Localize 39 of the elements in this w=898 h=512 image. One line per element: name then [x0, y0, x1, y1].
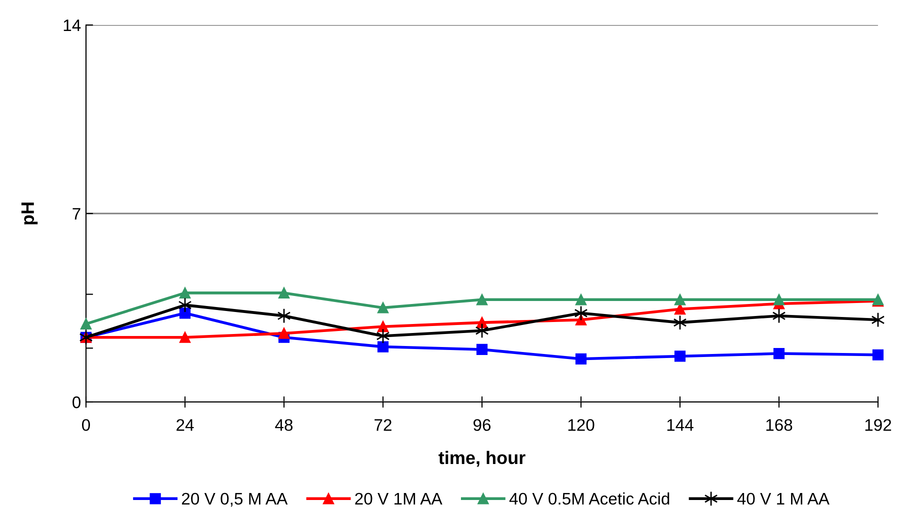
point: [278, 287, 290, 298]
point: [476, 317, 488, 328]
y-tick-label: 14: [64, 20, 81, 32]
legend-label: 40 V 0.5M Acetic Acid: [509, 492, 670, 505]
point: [377, 321, 389, 332]
y-tick-label: 0: [72, 396, 80, 408]
x-tick-label: 72: [374, 419, 392, 431]
point: [80, 318, 92, 330]
point: [872, 349, 884, 360]
x-tick-label: 0: [82, 419, 90, 431]
point: [179, 332, 191, 343]
legend-label: 20 V 1M AA: [355, 492, 442, 505]
legend-label: 20 V 0,5 M AA: [182, 492, 288, 507]
y-axis-title: pH: [21, 202, 38, 224]
x-tick-label: 168: [766, 419, 792, 431]
point: [575, 294, 587, 306]
x-tick-label: 144: [667, 419, 694, 431]
y-tick-label: 7: [72, 208, 80, 220]
x-tick-label: 48: [275, 419, 293, 431]
x-tick-label: 24: [176, 419, 194, 431]
x-tick-label: 120: [568, 419, 594, 431]
point: [575, 353, 587, 364]
legend-label: 40 V 1 M AA: [737, 492, 830, 505]
point: [674, 350, 686, 362]
point: [278, 328, 290, 339]
point: [476, 294, 488, 306]
point: [377, 302, 389, 314]
point: [377, 341, 389, 352]
x-tick-label: 96: [474, 419, 491, 431]
point: [773, 348, 785, 360]
point: [575, 314, 587, 326]
point: [674, 294, 686, 306]
point: [674, 304, 686, 315]
point: [179, 287, 191, 298]
point: [179, 308, 191, 319]
point: [476, 344, 488, 356]
x-axis-title: time, hour: [438, 450, 526, 467]
x-tick-label: 192: [865, 419, 892, 431]
point: [773, 294, 785, 306]
